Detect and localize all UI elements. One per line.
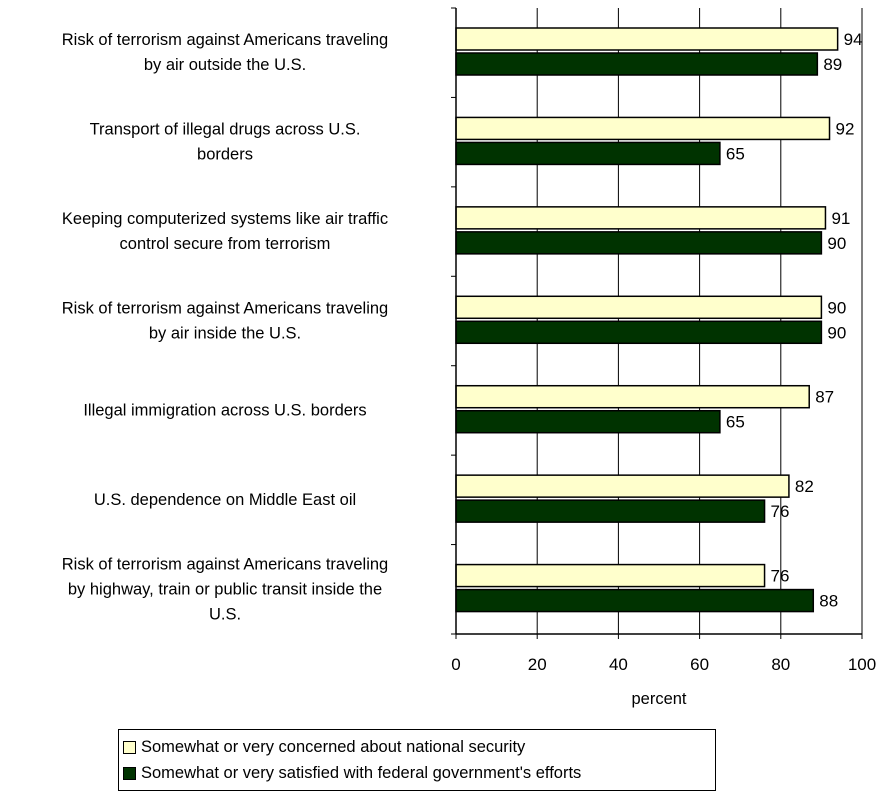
category-label: Keeping computerized systems like air tr… — [62, 210, 388, 253]
bar-satisfied — [455, 320, 823, 345]
category-label: Risk of terrorism against Americans trav… — [62, 555, 388, 623]
axes — [451, 7, 863, 639]
bar-concerned — [455, 27, 839, 51]
value-label: 91 — [831, 209, 850, 228]
bar-satisfied — [455, 141, 721, 166]
bars — [455, 27, 839, 613]
value-label: 76 — [771, 502, 790, 521]
bar-satisfied — [455, 499, 766, 523]
legend-swatch-concerned — [123, 740, 136, 754]
bar-concerned — [455, 563, 766, 588]
x-tick-label: 80 — [771, 655, 790, 674]
bar-satisfied — [455, 52, 819, 76]
x-tick-label: 100 — [848, 655, 876, 674]
value-label: 65 — [726, 413, 745, 432]
value-label: 65 — [726, 144, 745, 163]
x-tick-labels: 0 20 40 60 80 100 — [451, 655, 876, 674]
category-label: U.S. dependence on Middle East oil — [94, 491, 356, 509]
value-label: 89 — [823, 55, 842, 74]
value-label: 82 — [795, 477, 814, 496]
value-label: 90 — [827, 298, 846, 317]
bar-satisfied — [455, 409, 721, 434]
bar-concerned — [455, 295, 823, 320]
x-tick-label: 60 — [690, 655, 709, 674]
bar-satisfied — [455, 588, 815, 613]
x-tick-label: 0 — [451, 655, 460, 674]
bar-concerned — [455, 116, 831, 141]
legend: Somewhat or very concerned about nationa… — [118, 729, 716, 791]
legend-swatch-satisfied — [123, 766, 136, 780]
legend-item-satisfied: Somewhat or very satisfied with federal … — [123, 761, 581, 785]
value-label: 76 — [771, 567, 790, 586]
x-tick-label: 40 — [609, 655, 628, 674]
category-labels: Risk of terrorism against Americans trav… — [62, 31, 388, 623]
category-label: Illegal immigration across U.S. borders — [83, 401, 366, 419]
x-tick-label: 20 — [528, 655, 547, 674]
category-label: Transport of illegal drugs across U.S. bo… — [90, 121, 361, 164]
category-label: Risk of terrorism against Americans trav… — [62, 300, 388, 343]
bar-concerned — [455, 206, 827, 230]
value-label: 90 — [827, 234, 846, 253]
bar-chart: Risk of terrorism against Americans trav… — [62, 7, 876, 708]
bar-concerned — [455, 474, 790, 498]
bar-satisfied — [455, 231, 823, 255]
value-label: 88 — [819, 592, 838, 611]
value-label: 92 — [836, 119, 855, 138]
bar-concerned — [455, 384, 810, 409]
legend-label-concerned: Somewhat or very concerned about nationa… — [141, 737, 526, 756]
legend-item-concerned: Somewhat or very concerned about nationa… — [123, 735, 525, 759]
value-label: 87 — [815, 388, 834, 407]
x-axis-title: percent — [631, 690, 686, 708]
value-label: 94 — [844, 30, 863, 49]
legend-label-satisfied: Somewhat or very satisfied with federal … — [141, 763, 582, 782]
category-label: Risk of terrorism against Americans trav… — [62, 31, 388, 74]
value-label: 90 — [827, 323, 846, 342]
